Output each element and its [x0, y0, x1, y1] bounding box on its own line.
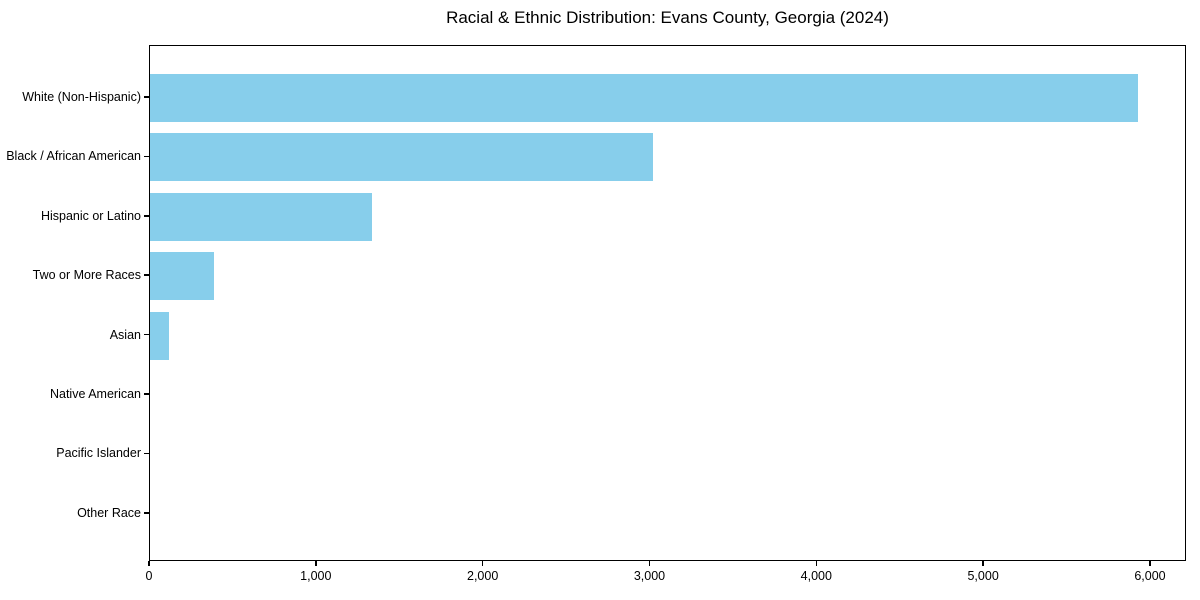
x-axis-tick-label: 4,000	[800, 569, 832, 583]
y-tick-mark	[144, 155, 149, 158]
y-tick-mark	[144, 96, 149, 98]
x-axis-tick-label: 3,000	[633, 569, 666, 583]
y-axis-tick-label: Pacific Islander	[56, 446, 141, 461]
y-axis-tick-label: Black / African American	[6, 149, 141, 164]
bar	[150, 311, 170, 360]
y-tick-mark	[144, 215, 149, 217]
y-tick-mark	[144, 452, 149, 455]
bar	[150, 252, 215, 301]
y-axis-tick-label: Asian	[109, 327, 141, 342]
chart-title: Racial & Ethnic Distribution: Evans Coun…	[446, 8, 889, 27]
x-axis-tick-label: 0	[145, 569, 153, 583]
y-axis-tick-label: Native American	[49, 387, 141, 401]
y-tick-mark	[144, 333, 149, 336]
x-axis-tick-label: 1,000	[300, 569, 332, 583]
y-tick-mark	[144, 512, 149, 514]
bar	[150, 74, 1138, 122]
bar	[150, 133, 653, 182]
x-tick-mark	[1149, 561, 1151, 566]
x-tick-mark	[315, 561, 317, 566]
plot-area	[149, 45, 1186, 561]
y-axis-tick-label: Two or More Races	[32, 268, 141, 283]
bar	[150, 192, 372, 241]
y-axis-tick-label: Hispanic or Latino	[40, 208, 141, 223]
x-tick-mark	[982, 561, 984, 566]
x-tick-mark	[148, 561, 150, 566]
x-tick-mark	[481, 561, 484, 566]
x-axis-tick-label: 6,000	[1134, 569, 1166, 583]
x-tick-mark	[648, 561, 651, 566]
x-axis-tick-label: 5,000	[967, 569, 999, 583]
y-tick-mark	[144, 274, 149, 276]
y-axis-tick-label: White (Non-Hispanic)	[22, 90, 141, 104]
y-tick-mark	[144, 393, 149, 395]
x-axis-tick-label: 2,000	[467, 569, 499, 583]
y-axis-tick-label: Other Race	[77, 505, 141, 520]
x-tick-mark	[815, 561, 818, 566]
